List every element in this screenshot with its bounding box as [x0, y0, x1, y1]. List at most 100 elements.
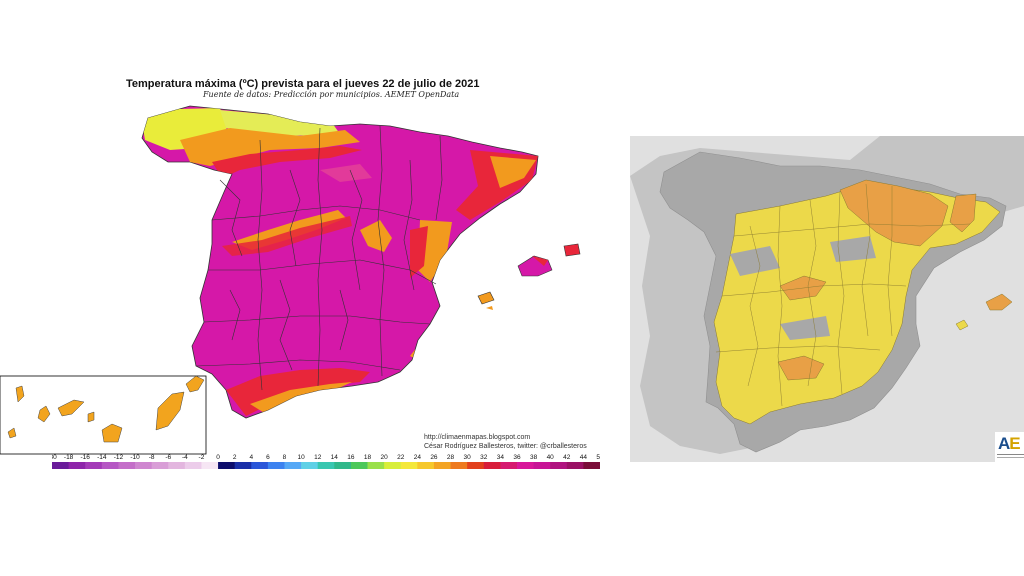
scale-swatch	[533, 462, 551, 469]
scale-swatch	[301, 462, 319, 469]
scale-swatch	[367, 462, 385, 469]
scale-tick-label: 30	[464, 454, 472, 461]
scale-swatch	[500, 462, 518, 469]
scale-tick-label: -10	[130, 454, 140, 461]
scale-swatch	[184, 462, 202, 469]
scale-swatch	[400, 462, 418, 469]
scale-swatch	[151, 462, 169, 469]
canary-islands	[7, 375, 205, 443]
ibiza-island	[477, 291, 495, 305]
scale-tick-label: 10	[297, 454, 305, 461]
scale-tick-label: 34	[497, 454, 505, 461]
scale-tick-label: 40	[547, 454, 555, 461]
scale-tick-label: 24	[414, 454, 422, 461]
scale-tick-label: 28	[447, 454, 455, 461]
orange-warning-zone	[949, 193, 977, 233]
no-warning-area	[780, 316, 830, 340]
warning-region-boundaries	[715, 183, 971, 407]
menorca-island	[563, 243, 581, 257]
temperature-color-scale: -30-18-16-14-12-10-8-6-4-202468101214161…	[52, 454, 600, 469]
scale-tick-label: 22	[397, 454, 405, 461]
logo-letter-a: A	[998, 434, 1010, 453]
scale-tick-label: -12	[114, 454, 124, 461]
mallorca-coast-red	[532, 256, 548, 266]
catalonia-orange-band	[490, 156, 536, 188]
bilbao-ebro-hot	[320, 164, 372, 182]
logo-letter-e: E	[1009, 434, 1020, 453]
scale-swatch	[168, 462, 186, 469]
scale-tick-label: -2	[199, 454, 205, 461]
scale-swatch	[417, 462, 435, 469]
province-boundaries	[195, 125, 443, 391]
scale-tick-label: 38	[530, 454, 538, 461]
iberian-system-orange	[360, 220, 392, 252]
scale-swatch	[384, 462, 402, 469]
scale-tick-label: 2	[233, 454, 237, 461]
scale-tick-label: 50	[596, 454, 600, 461]
valencia-coast-red	[410, 226, 428, 278]
orange-warning-zone	[777, 355, 825, 381]
scale-swatch	[566, 462, 584, 469]
no-warning-area	[830, 236, 876, 262]
scale-swatch	[201, 462, 219, 469]
scale-tick-label: 32	[480, 454, 488, 461]
temperature-map	[0, 105, 581, 455]
warning-map	[630, 136, 1024, 454]
credit-url: http://climaenmapas.blogspot.com	[424, 434, 531, 441]
scale-swatch	[483, 462, 501, 469]
scale-tick-label: -18	[64, 454, 74, 461]
scale-tick-label: 42	[563, 454, 571, 461]
scale-tick-label: 18	[364, 454, 372, 461]
scale-swatch	[433, 462, 451, 469]
scale-swatch	[52, 462, 70, 469]
scale-swatch	[284, 462, 302, 469]
scale-swatch	[234, 462, 252, 469]
scale-tick-label: -30	[52, 454, 57, 461]
scale-swatch	[317, 462, 335, 469]
map-title: Temperatura máxima (ºC) prevista para el…	[126, 78, 480, 90]
scale-tick-label: 26	[430, 454, 438, 461]
scale-swatch	[450, 462, 468, 469]
scale-swatch	[101, 462, 119, 469]
scale-tick-label: 12	[314, 454, 322, 461]
north-red-band	[212, 146, 362, 178]
scale-tick-label: -14	[97, 454, 107, 461]
central-system-red	[222, 216, 352, 256]
scale-tick-label: 14	[331, 454, 339, 461]
scale-tick-label: -6	[165, 454, 171, 461]
balearic-islands-warning	[985, 293, 1013, 311]
map-subtitle: Fuente de datos: Predicción por municipi…	[203, 90, 460, 99]
scale-swatch	[267, 462, 285, 469]
credit-author: César Rodríguez Ballesteros, twitter: @c…	[424, 443, 587, 450]
scale-swatch	[251, 462, 269, 469]
aemet-logo: AE	[995, 432, 1024, 462]
north-coast-yellow-zone	[220, 110, 340, 136]
north-orange-band	[180, 128, 360, 166]
scale-tick-label: 36	[513, 454, 521, 461]
scale-swatch	[550, 462, 568, 469]
mallorca-island	[517, 255, 553, 277]
iberia-mainland	[141, 105, 539, 419]
scale-swatch	[68, 462, 86, 469]
temperature-map-panel: Temperatura máxima (ºC) prevista para el…	[0, 70, 612, 470]
no-warning-area	[730, 246, 780, 276]
scale-tick-label: 20	[381, 454, 389, 461]
scale-tick-label: -8	[149, 454, 155, 461]
scale-tick-label: 44	[580, 454, 588, 461]
scale-swatch	[118, 462, 136, 469]
scale-tick-label: 6	[266, 454, 270, 461]
central-system-orange	[232, 210, 346, 250]
scale-tick-label: -4	[182, 454, 188, 461]
ibiza-warning	[955, 319, 969, 331]
scale-swatch	[218, 462, 236, 469]
scale-tick-label: 4	[249, 454, 253, 461]
scale-swatch	[334, 462, 352, 469]
scale-swatch	[467, 462, 485, 469]
scale-swatch	[135, 462, 153, 469]
scale-tick-label: -16	[81, 454, 91, 461]
scale-tick-label: 16	[347, 454, 355, 461]
scale-swatch	[583, 462, 600, 469]
scale-tick-label: 8	[283, 454, 287, 461]
scale-swatch	[516, 462, 534, 469]
scale-swatch	[85, 462, 103, 469]
